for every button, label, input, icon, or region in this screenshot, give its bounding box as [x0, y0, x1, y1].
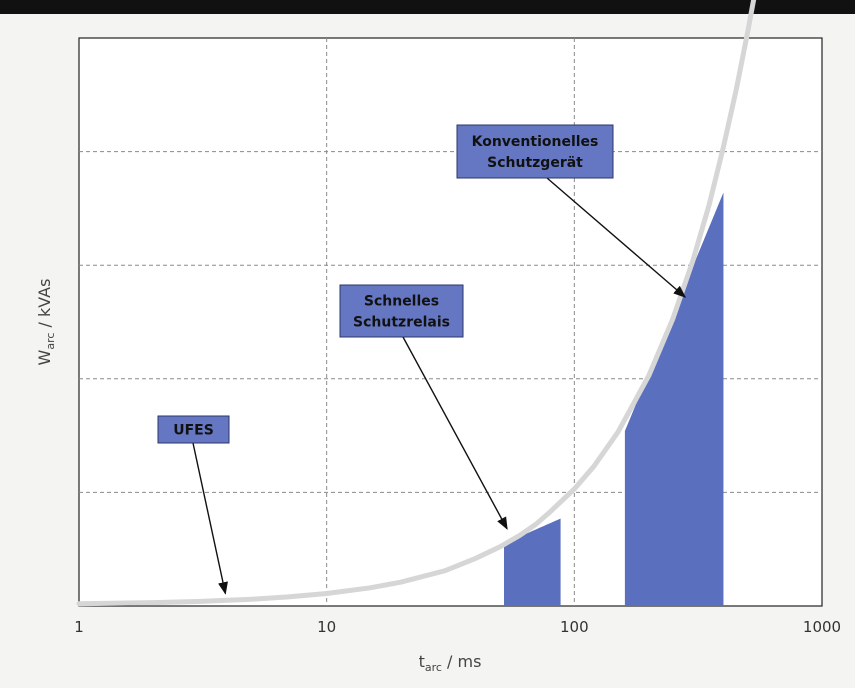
x-axis-label: tarc / ms — [419, 652, 482, 674]
y-axis-label: Warc / kVAs — [35, 279, 57, 366]
x-tick-label-1: 10 — [317, 618, 336, 636]
region-1 — [624, 192, 724, 606]
annotation-arrow-2 — [546, 177, 687, 298]
annotation-arrow-1 — [402, 336, 508, 530]
chart-text: UFES Schnelles Schutzrelais Konventionelles… — [35, 134, 841, 674]
plot-area — [76, 0, 823, 607]
x-tick-label-0: 1 — [74, 618, 84, 636]
annotation-label-2-0: Konventionelles — [472, 134, 599, 150]
annotation-box-0 — [157, 415, 230, 444]
annotation-label-1-0: Schnelles — [364, 294, 439, 310]
annotation-label-2-1: Schutzgerät — [487, 155, 583, 171]
annotation-arrow-0 — [192, 442, 228, 595]
x-tick-label-2: 100 — [560, 618, 589, 636]
annotation-label-1-1: Schutzrelais — [353, 315, 450, 331]
annotation-label-0-0: UFES — [173, 423, 214, 439]
annotation-box-1 — [339, 284, 464, 338]
region-0 — [503, 518, 561, 606]
annotation-box-2 — [456, 124, 614, 179]
energy-curve — [76, 0, 757, 607]
x-tick-label-3: 1000 — [803, 618, 841, 636]
top-bar — [0, 0, 855, 14]
